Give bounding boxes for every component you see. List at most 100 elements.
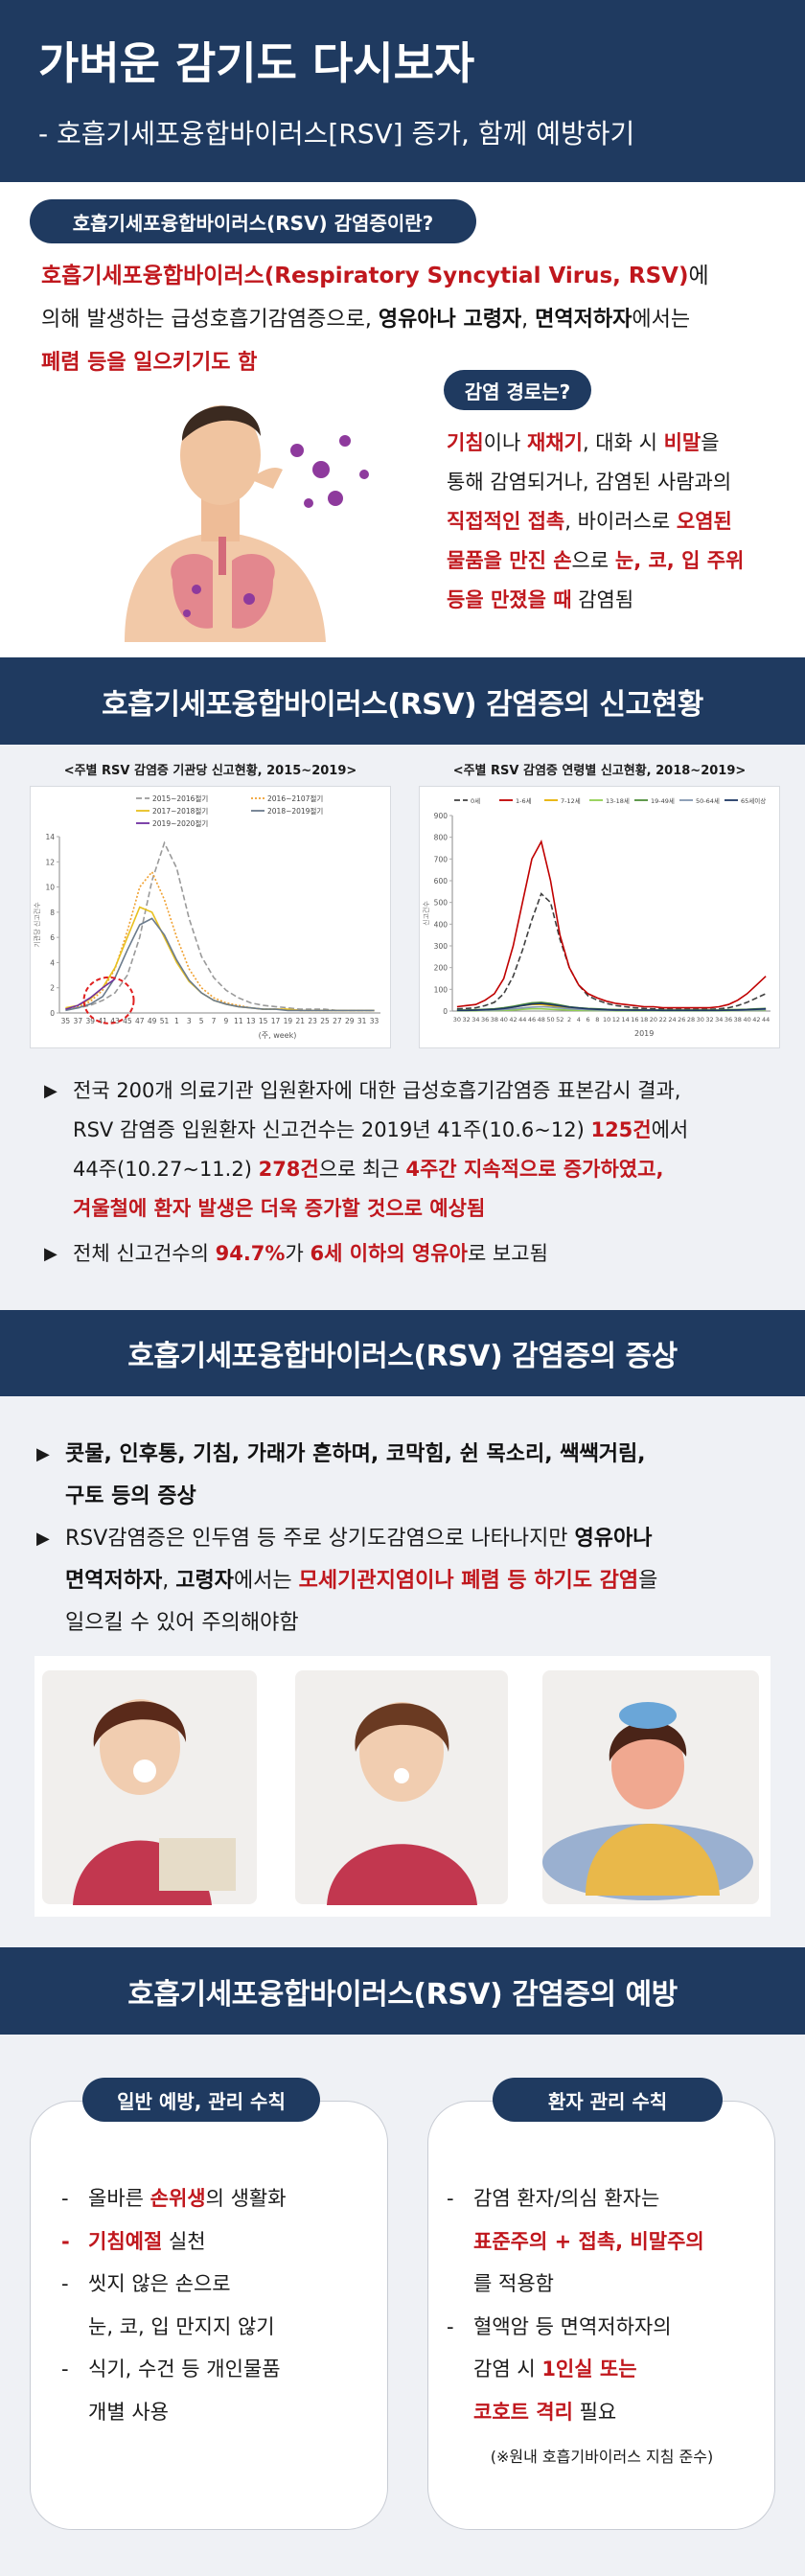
item-marker: -	[61, 2187, 69, 2210]
x-tick-label: 30	[697, 1016, 704, 1024]
right-lung	[232, 553, 275, 629]
text-segment: 면역저하자	[65, 1569, 163, 1593]
text-segment: RSV감염증은 인두염 등 주로 상기도감염으로 나타나지만	[65, 1527, 575, 1551]
x-tick-label: 10	[603, 1016, 610, 1024]
virus-particles	[183, 435, 369, 617]
text-segment: 4주간 지속적으로 증가하였고,	[405, 1158, 664, 1181]
text-segment: ,	[521, 308, 536, 332]
text-line: 눈, 코, 입 만지지 않기	[88, 2306, 275, 2349]
x-tick-label: 7	[212, 1017, 217, 1025]
text-line: 전체 신고건수의 94.7%가 6세 이하의 영유아로 보고됨	[73, 1234, 548, 1274]
text-line: RSV감염증은 인두염 등 주로 상기도감염으로 나타나지만 영유아나	[65, 1518, 657, 1560]
text-segment: 에서	[651, 1118, 689, 1141]
woman-with-tissue	[295, 1670, 508, 1905]
series-line	[65, 840, 375, 1012]
text-segment: 폐렴 등을 일으키기도 함	[41, 351, 258, 375]
x-tick-label: 33	[370, 1017, 380, 1025]
x-tick-label: 44	[762, 1016, 770, 1024]
text-line: 기침예절 실천	[88, 2220, 206, 2264]
text-segment: 씻지 않은 손으로	[88, 2272, 231, 2295]
y-tick-label: 300	[434, 942, 448, 951]
text-segment: 를 적용함	[473, 2272, 554, 2295]
x-tick-label: 18	[640, 1016, 648, 1024]
legend-label: 2019~2020절기	[152, 819, 208, 828]
text-segment: 오염된	[676, 510, 732, 533]
x-tick-label: 38	[491, 1016, 498, 1024]
text-line: 개별 사용	[88, 2391, 281, 2434]
x-tick-label: 17	[271, 1017, 281, 1025]
text-segment: 통해 감염되거나, 감염된 사람과의	[447, 471, 732, 494]
item-marker: -	[61, 2229, 70, 2253]
series-line	[65, 978, 116, 1010]
report-heading: 호흡기세포융합바이러스(RSV) 감염증의 신고현황	[0, 657, 805, 745]
x-tick-label: 14	[622, 1016, 630, 1024]
sneezing-woman	[42, 1670, 257, 1905]
x-tick-label: 13	[246, 1017, 256, 1025]
x-tick-label: 24	[668, 1016, 676, 1024]
bullet-marker: ▶	[44, 1244, 58, 1264]
x-tick-label: 36	[724, 1016, 732, 1024]
text-segment: 손위생	[150, 2187, 206, 2210]
x-tick-label: 50	[546, 1016, 554, 1024]
bullet: ▶ 전국 200개 의료기관 입원환자에 대한 급성호흡기감염증 표본감시 결과,…	[44, 1071, 688, 1229]
text-segment: 표준주의 + 접촉, 비말주의	[473, 2229, 704, 2253]
series-line	[456, 1002, 767, 1012]
bullet-text: 전체 신고건수의 94.7%가 6세 이하의 영유아로 보고됨	[73, 1234, 548, 1274]
y-axis-label: 기관당 신고건수	[33, 902, 41, 948]
x-tick-label: 23	[308, 1017, 317, 1025]
card-heading: 일반 예방, 관리 수칙	[82, 2078, 320, 2122]
y-tick-label: 800	[434, 834, 448, 842]
x-tick-label: 37	[74, 1017, 83, 1025]
y-tick-label: 2	[50, 984, 55, 993]
text-line: 전국 200개 의료기관 입원환자에 대한 급성호흡기감염증 표본감시 결과,	[73, 1071, 688, 1111]
text-segment: 의 생활화	[205, 2187, 287, 2210]
x-tick-label: 30	[453, 1016, 461, 1024]
y-tick-label: 100	[434, 985, 448, 994]
card-item: - 감염 환자/의심 환자는 표준주의 + 접촉, 비말주의 를 적용함	[447, 2177, 704, 2306]
y-tick-label: 400	[434, 920, 448, 929]
legend-label: 1-6세	[516, 796, 532, 805]
card-item: - 씻지 않은 손으로 눈, 코, 입 만지지 않기	[61, 2263, 287, 2348]
x-tick-label: 29	[345, 1017, 355, 1025]
y-tick-label: 6	[50, 933, 55, 942]
text-line: 통해 감염되거나, 감염된 사람과의	[447, 463, 744, 502]
x-tick-label: 35	[61, 1017, 71, 1025]
legend-label: 7-12세	[561, 796, 581, 805]
text-segment: 전국 200개 의료기관 입원환자에 대한 급성호흡기감염증 표본감시 결과,	[73, 1079, 681, 1102]
text-segment: 코호트 격리	[473, 2400, 573, 2424]
x-tick-label: 51	[160, 1017, 170, 1025]
x-tick-label: 22	[659, 1016, 667, 1024]
symptom-bullets: ▶ 콧물, 인후통, 기침, 가래가 흔하며, 코막힘, 쉰 목소리, 쌕쌕거림,…	[36, 1434, 657, 1644]
legend-label: 2018~2019절기	[267, 807, 323, 816]
legend-label: 65세이상	[741, 796, 766, 805]
intro-heading: 호흡기세포융합바이러스(RSV) 감염증이란?	[30, 199, 476, 243]
text-segment: 일으킬 수 있어 주의해야함	[65, 1611, 299, 1635]
legend-label: 50-64세	[696, 796, 720, 805]
text-segment: 이나	[483, 431, 527, 454]
text-segment: , 바이러스로	[564, 510, 677, 533]
text-segment: , 대화 시	[582, 431, 664, 454]
bullet: ▶ 콧물, 인후통, 기침, 가래가 흔하며, 코막힘, 쉰 목소리, 쌕쌕거림,…	[36, 1434, 657, 1518]
y-axis-label: 신고건수	[422, 901, 430, 926]
y-tick-label: 8	[50, 908, 55, 917]
x-tick-label: 34	[715, 1016, 723, 1024]
text-line: 호흡기세포융합바이러스(Respiratory Syncytial Virus,…	[41, 255, 709, 298]
left-lung	[171, 553, 213, 629]
text-line: 콧물, 인후통, 기침, 가래가 흔하며, 코막힘, 쉰 목소리, 쌕쌕거림,	[65, 1434, 646, 1476]
text-segment: 에서는	[632, 308, 691, 332]
bullet-text: 콧물, 인후통, 기침, 가래가 흔하며, 코막힘, 쉰 목소리, 쌕쌕거림, 구…	[65, 1434, 646, 1518]
card-item: - 혈액암 등 면역저하자의 감염 시 1인실 또는 코호트 격리 필요	[447, 2306, 704, 2434]
subtitle: - 호흡기세포융합바이러스[RSV] 증가, 함께 예방하기	[38, 118, 635, 150]
legend-label: 0세	[471, 796, 480, 805]
text-segment: 눈, 코, 입 만지지 않기	[88, 2314, 275, 2338]
text-segment: 으로	[571, 549, 615, 572]
text-segment: 6세 이하의 영유아	[310, 1242, 468, 1265]
text-segment: 구토 등의 증상	[65, 1484, 196, 1508]
item-text: 올바른 손위생의 생활화	[88, 2177, 287, 2220]
y-tick-label: 0	[50, 1009, 55, 1018]
text-segment: 94.7%	[215, 1242, 286, 1265]
x-tick-label: 2	[567, 1016, 571, 1024]
legend-label: 2016~2107절기	[267, 794, 323, 803]
x-tick-label: 47	[135, 1017, 145, 1025]
